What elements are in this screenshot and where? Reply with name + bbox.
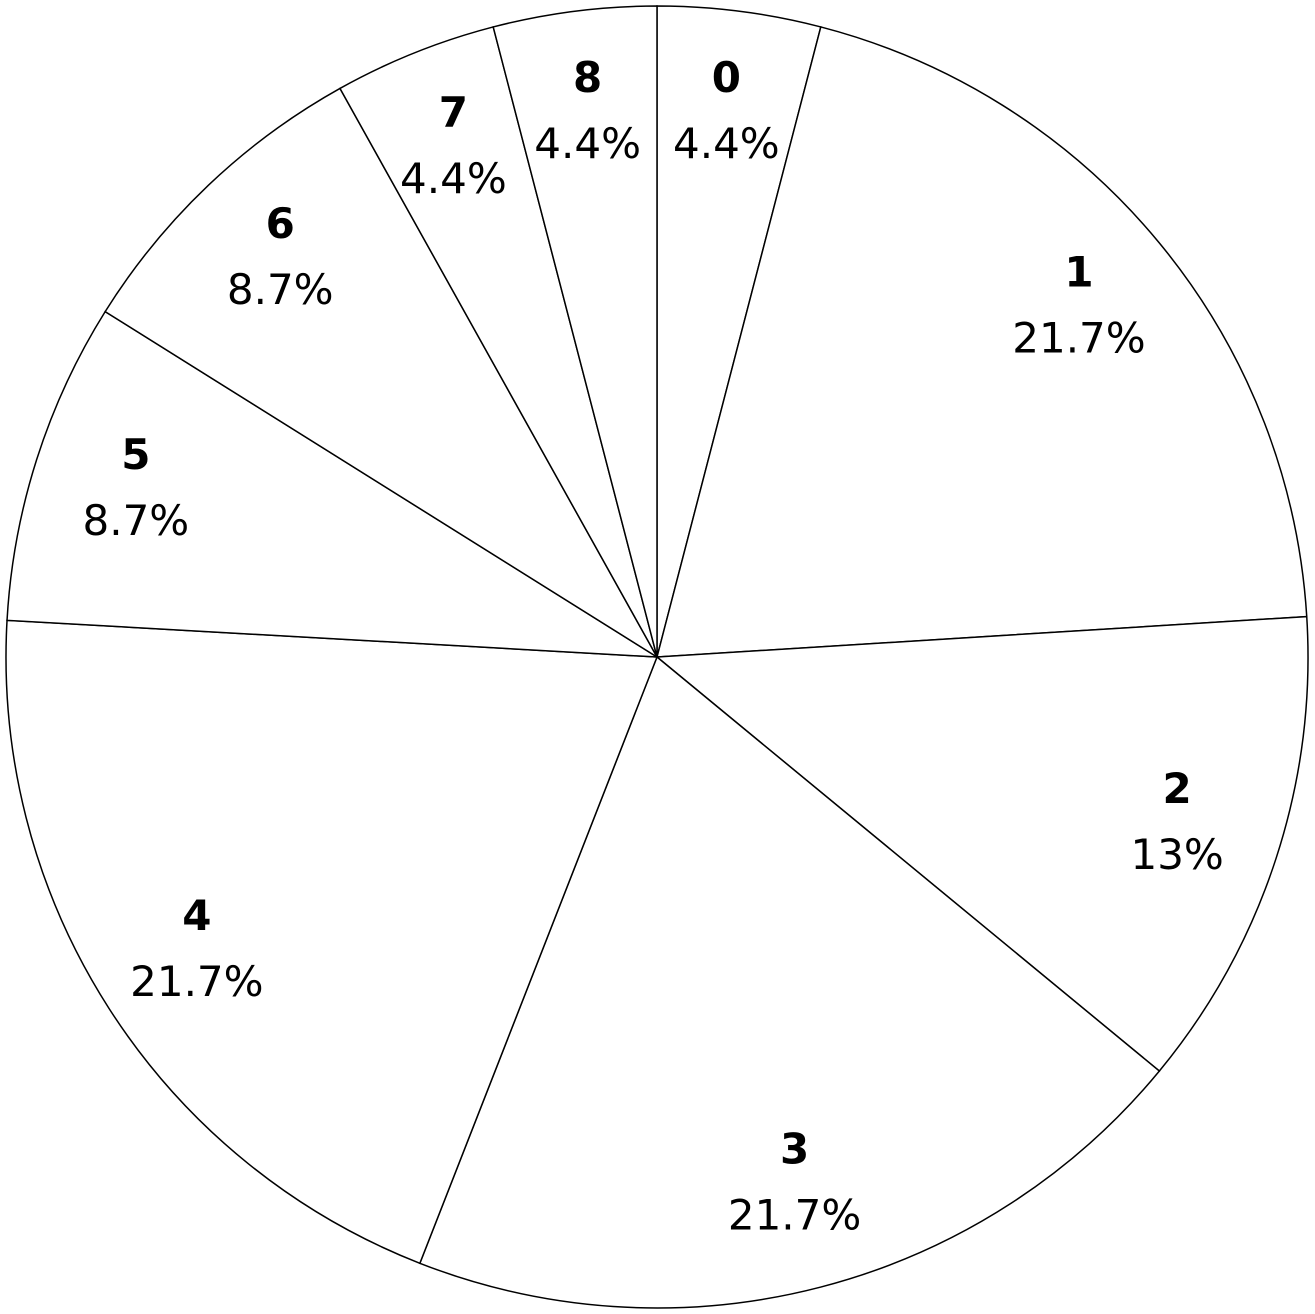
- pie-slice: [5, 619, 659, 1265]
- slice-name: 8: [573, 53, 602, 102]
- slice-value-label: 21.7%: [728, 1191, 861, 1240]
- slice-name: 2: [1163, 764, 1192, 813]
- slice-name: 7: [439, 88, 468, 137]
- slice-value-label: 8.7%: [83, 496, 190, 545]
- slice-name: 3: [780, 1125, 809, 1174]
- slice-name: 4: [182, 891, 211, 940]
- slice-name: 0: [712, 53, 741, 102]
- slice-value-label: 13%: [1130, 830, 1223, 879]
- slice-value-label: 8.7%: [227, 265, 334, 314]
- slice-value-label: 4.4%: [400, 154, 507, 203]
- slice-value-label: 21.7%: [1012, 314, 1145, 363]
- slice-name: 1: [1064, 248, 1093, 297]
- slice-value-label: 4.4%: [673, 119, 780, 168]
- pie-slice: [6, 310, 658, 658]
- pie-slice: [418, 655, 1161, 1309]
- slice-name: 6: [266, 199, 295, 248]
- slice-value-label: 4.4%: [534, 119, 641, 168]
- slice-value-label: 21.7%: [130, 957, 263, 1006]
- pie-slice: [655, 615, 1309, 1073]
- pie-slice: [104, 87, 658, 658]
- pie-slice: [656, 26, 1308, 658]
- slice-name: 5: [121, 430, 150, 479]
- pie-slice: [492, 5, 658, 658]
